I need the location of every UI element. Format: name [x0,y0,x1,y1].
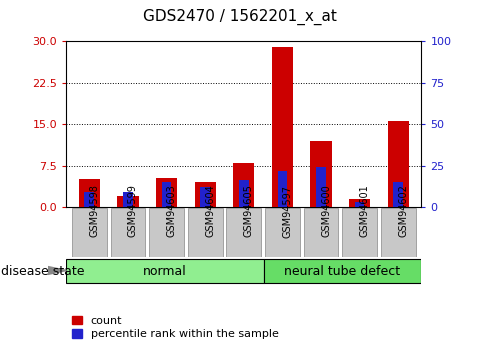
Bar [355,202,365,207]
Text: disease state: disease state [1,265,84,278]
Legend: count, percentile rank within the sample: count, percentile rank within the sample [72,316,278,339]
Text: normal: normal [143,265,187,278]
Bar [188,208,222,257]
Bar [349,199,370,207]
Bar [111,208,146,257]
Text: GSM94597: GSM94597 [282,185,293,237]
FancyBboxPatch shape [264,259,421,283]
Bar [272,47,293,207]
Bar [117,196,139,207]
Bar [79,179,100,207]
Bar [195,182,216,207]
Bar [381,208,416,257]
Bar [149,208,184,257]
Bar [388,121,409,207]
Text: GSM94601: GSM94601 [360,185,369,237]
FancyBboxPatch shape [66,259,264,283]
Bar [233,163,254,207]
Bar [304,208,339,257]
Text: neural tube defect: neural tube defect [284,265,400,278]
Text: GSM94599: GSM94599 [128,185,138,237]
Bar [72,208,107,257]
Bar [226,208,261,257]
Bar [162,182,172,207]
Text: GSM94605: GSM94605 [244,185,254,237]
Bar [265,208,300,257]
Text: GSM94604: GSM94604 [205,185,215,237]
Bar [239,180,248,207]
Text: GSM94603: GSM94603 [167,185,176,237]
Bar [316,167,326,207]
Text: GSM94600: GSM94600 [321,185,331,237]
Bar [200,187,210,207]
Polygon shape [48,267,67,274]
Bar [393,182,403,207]
Text: GDS2470 / 1562201_x_at: GDS2470 / 1562201_x_at [143,9,337,25]
Bar [342,208,377,257]
Bar [84,192,94,207]
Bar [277,170,287,207]
Text: GSM94598: GSM94598 [89,185,99,237]
Bar [156,178,177,207]
Bar [310,141,332,207]
Text: GSM94602: GSM94602 [398,185,408,237]
Bar [123,192,133,207]
